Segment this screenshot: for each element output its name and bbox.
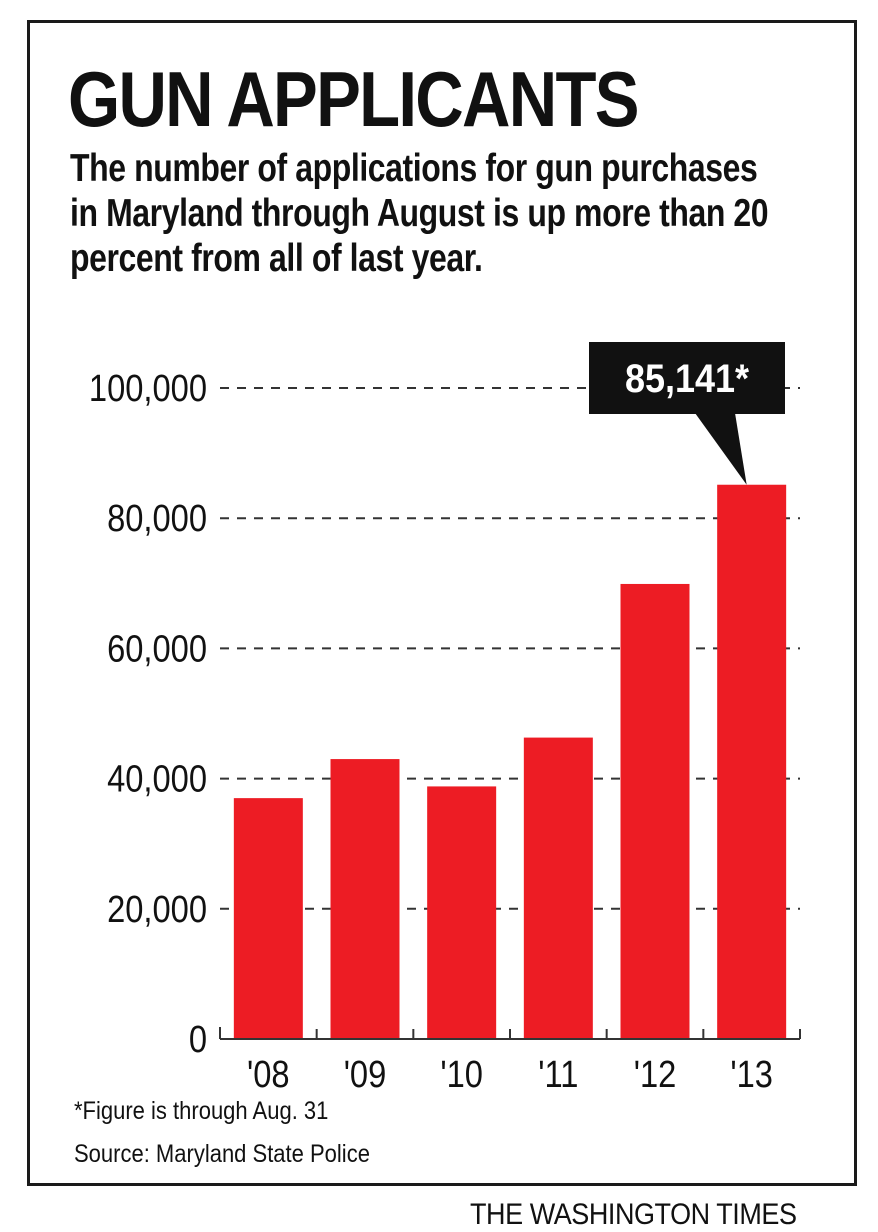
y-tick-label: 20,000 — [107, 887, 207, 930]
x-tick-label: '12 — [634, 1053, 677, 1096]
chart-title: GUN APPLICANTS — [68, 55, 639, 143]
source-note: Source: Maryland State Police — [74, 1140, 370, 1168]
y-tick-label: 100,000 — [89, 367, 207, 410]
y-tick-label: 0 — [189, 1018, 207, 1061]
x-tick-label: '09 — [344, 1053, 387, 1096]
y-tick-label: 60,000 — [107, 627, 207, 670]
footnote: *Figure is through Aug. 31 — [74, 1097, 329, 1125]
x-tick-label: '13 — [730, 1053, 773, 1096]
graphic-frame — [27, 20, 857, 1186]
bar — [233, 798, 303, 1039]
callout-box — [589, 342, 785, 414]
bar — [330, 759, 400, 1039]
bar — [427, 786, 497, 1039]
callout-label: 85,141* — [625, 357, 749, 401]
bar — [523, 737, 593, 1039]
x-tick-label: '10 — [440, 1053, 483, 1096]
publisher-brand: THE WASHINGTON TIMES — [470, 1198, 797, 1231]
chart-subtitle: The number of applications for gun purch… — [70, 147, 769, 280]
x-tick-label: '08 — [247, 1053, 290, 1096]
y-tick-label: 40,000 — [107, 757, 207, 800]
bar — [620, 583, 690, 1039]
bar — [717, 484, 787, 1040]
y-tick-label: 80,000 — [107, 497, 207, 540]
callout-pointer — [695, 413, 747, 485]
x-tick-label: '11 — [538, 1053, 578, 1096]
